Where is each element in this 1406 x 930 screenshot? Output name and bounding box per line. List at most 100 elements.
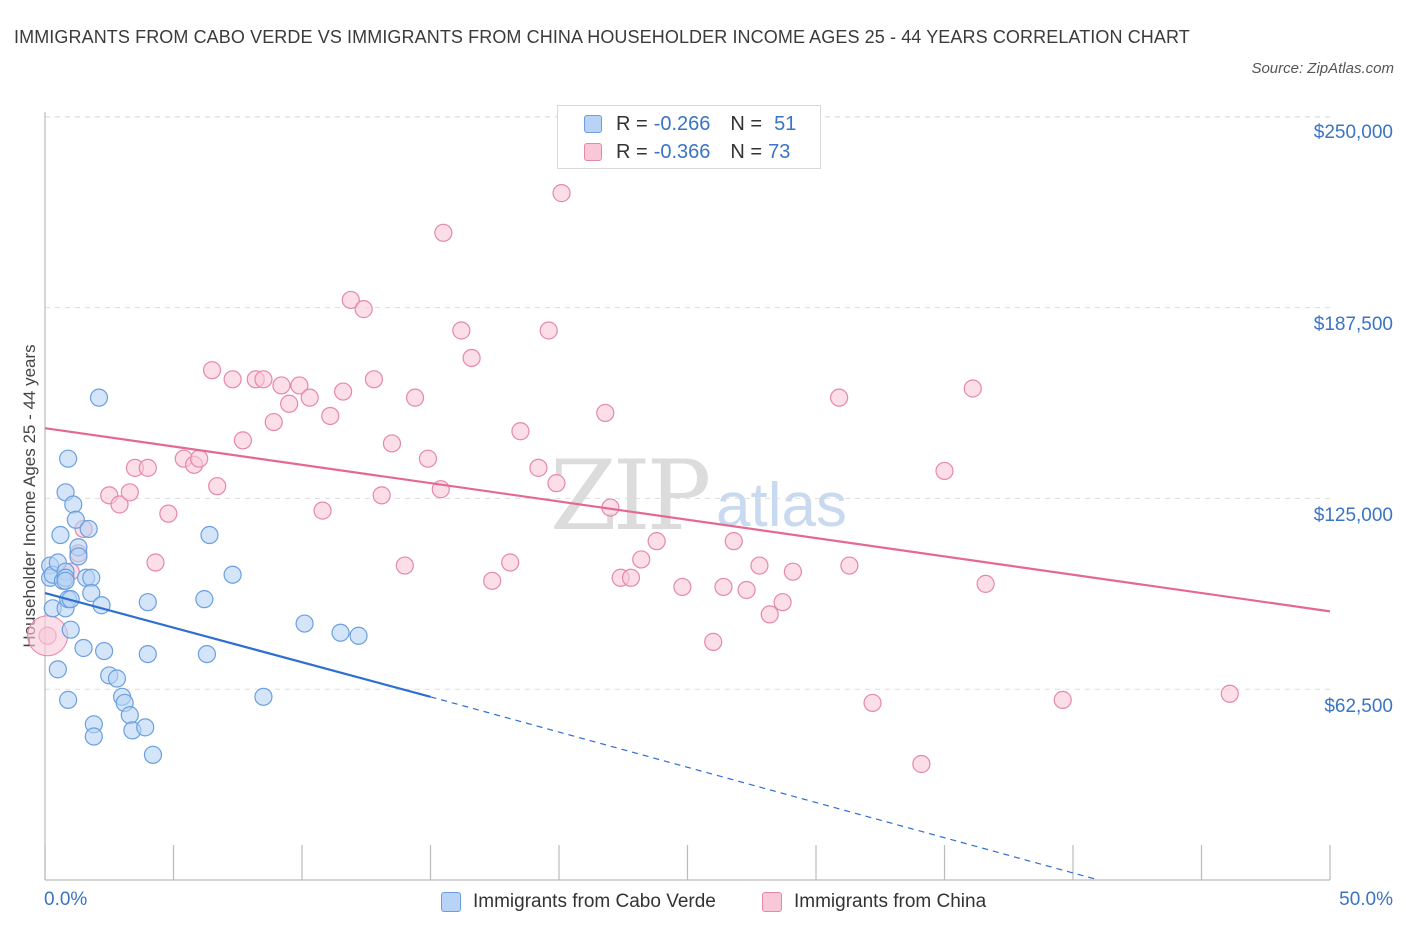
china-point	[483, 571, 502, 590]
china-point	[760, 605, 779, 624]
bottom-legend-china: Immigrants from China	[762, 888, 986, 916]
china-point	[280, 394, 299, 413]
china-point	[382, 434, 402, 453]
bottom-legend-cabo-verde: Immigrants from Cabo Verde	[441, 888, 716, 916]
cabo-verde-point	[197, 644, 217, 664]
y-tick-label: $187,500	[1313, 314, 1393, 335]
china-point	[462, 348, 481, 368]
y-tick-label: $125,000	[1313, 505, 1393, 526]
china-point	[724, 532, 743, 551]
cabo-verde-point	[143, 745, 163, 764]
china-point	[290, 376, 309, 395]
trend-line-china	[44, 427, 1331, 613]
china-point	[418, 449, 438, 468]
cabo-verde-point	[66, 510, 85, 529]
trend-line-cabo-verde-extension	[430, 696, 1099, 881]
china-point	[223, 370, 242, 389]
china-point	[190, 449, 209, 468]
china-point	[395, 556, 414, 575]
china-point	[704, 632, 723, 651]
china-point	[714, 577, 733, 597]
china-point	[159, 504, 178, 523]
china-point	[621, 568, 641, 587]
cabo-verde-point	[254, 687, 273, 706]
china-point	[120, 483, 139, 502]
legend-swatch-china	[584, 143, 602, 161]
china-point	[272, 376, 291, 395]
china-point	[783, 562, 802, 581]
china-point	[773, 593, 792, 612]
cabo-verde-point	[69, 547, 88, 566]
bottom-legend-label-cabo-verde: Immigrants from Cabo Verde	[473, 891, 716, 912]
gridlines	[45, 116, 1330, 690]
watermark-zip: ZIP	[550, 440, 711, 552]
cabo-verde-point	[82, 568, 101, 587]
china-point	[501, 553, 520, 572]
cabo-verde-point	[61, 620, 80, 639]
bottom-legend-label-china: Immigrants from China	[794, 891, 987, 912]
china-point	[300, 388, 319, 407]
cabo-verde-point	[56, 571, 75, 590]
china-point	[737, 580, 756, 600]
cabo-verde-point	[331, 623, 350, 642]
legend-row-china: R = -0.366 N = 73	[584, 139, 790, 165]
china-point	[146, 553, 165, 572]
series-cabo-verde-points	[41, 388, 368, 764]
china-point-large	[27, 615, 69, 657]
legend-r-label: R =	[616, 140, 648, 163]
correlation-legend: R = -0.266 N = 51 R = -0.366 N = 73	[557, 105, 821, 169]
china-point	[511, 422, 530, 441]
cabo-verde-point	[59, 449, 78, 468]
china-point	[233, 431, 252, 450]
china-point	[963, 379, 982, 398]
china-point	[1220, 684, 1239, 703]
trend-lines	[44, 427, 1331, 881]
legend-n-label: N =	[730, 140, 763, 163]
china-point	[935, 461, 954, 481]
cabo-verde-point	[120, 706, 139, 725]
source-label: Source: ZipAtlas.com	[1251, 60, 1394, 77]
x-tick-label-max: 50.0%	[1339, 889, 1393, 910]
cabo-verde-point	[223, 565, 242, 584]
china-point	[529, 458, 548, 477]
cabo-verde-point	[64, 495, 83, 514]
china-point	[110, 495, 129, 514]
cabo-verde-point	[89, 388, 109, 407]
china-point	[341, 290, 360, 310]
cabo-verde-point	[92, 596, 111, 615]
cabo-verde-point	[195, 590, 214, 609]
china-point	[830, 388, 849, 407]
cabo-verde-point	[295, 614, 314, 633]
legend-n-value: 51	[774, 112, 797, 135]
y-tick-label: $62,500	[1324, 696, 1393, 717]
cabo-verde-point	[48, 660, 67, 679]
legend-row-cabo-verde: R = -0.266 N = 51	[584, 111, 796, 137]
cabo-verde-point	[84, 727, 103, 746]
china-point	[647, 532, 666, 551]
legend-n-label: N =	[730, 112, 763, 135]
cabo-verde-point	[82, 583, 101, 603]
series-china-points	[27, 184, 1239, 774]
cabo-verde-point	[59, 690, 78, 709]
cabo-verde-point	[79, 519, 98, 539]
cabo-verde-point	[74, 638, 93, 658]
axes	[44, 112, 1331, 881]
china-point	[313, 501, 332, 520]
bottom-legend-swatch-china	[762, 892, 782, 912]
china-point	[912, 754, 931, 774]
legend-swatch-cabo-verde	[584, 115, 602, 133]
china-point	[840, 556, 859, 575]
china-point	[976, 574, 995, 593]
china-point	[596, 403, 615, 423]
china-point	[452, 321, 471, 340]
cabo-verde-point	[349, 626, 368, 645]
chart-title: IMMIGRANTS FROM CABO VERDE VS IMMIGRANTS…	[14, 27, 1190, 47]
legend-r-value: -0.366	[653, 140, 711, 163]
china-point	[202, 361, 222, 380]
china-point	[364, 370, 384, 389]
x-tick-label-min: 0.0%	[44, 889, 88, 910]
cabo-verde-point	[107, 669, 127, 688]
china-point	[552, 184, 571, 203]
watermark-atlas: atlas	[716, 471, 847, 540]
y-tick-label: $250,000	[1313, 122, 1393, 143]
